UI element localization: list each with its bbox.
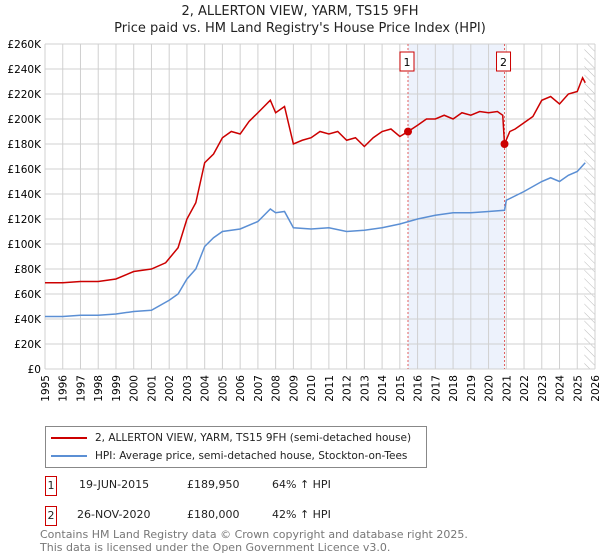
x-tick-label: 2024 [555, 375, 567, 402]
y-tick-label: £260K [7, 39, 42, 51]
legend: 2, ALLERTON VIEW, YARM, TS15 9FH (semi-d… [45, 426, 427, 468]
transaction-price: £180,000 [187, 508, 240, 521]
transaction-hpi: 64% ↑ HPI [272, 478, 331, 491]
sale-period-shading [408, 44, 505, 369]
y-tick-label: £120K [7, 214, 42, 226]
x-tick-label: 2020 [484, 375, 496, 402]
legend-label: 2, ALLERTON VIEW, YARM, TS15 9FH (semi-d… [95, 432, 412, 444]
x-tick-label: 2008 [271, 375, 283, 402]
annotation-label: 1 [404, 56, 411, 69]
marker-badge: 2 [45, 506, 57, 526]
legend-label: HPI: Average price, semi-detached house,… [95, 450, 408, 462]
annotation-box [399, 51, 415, 72]
y-tick-label: £240K [7, 64, 42, 76]
footer: Contains HM Land Registry data © Crown c… [40, 528, 468, 554]
x-tick-label: 2019 [466, 375, 478, 402]
y-tick-label: £200K [7, 114, 42, 126]
x-tick-label: 2023 [537, 375, 549, 402]
x-tick-label: 2004 [200, 375, 212, 402]
annotation-label: 2 [500, 56, 507, 69]
x-tick-label: 2017 [430, 375, 442, 402]
y-tick-label: £20K [14, 339, 42, 351]
y-tick-label: £0 [28, 364, 41, 376]
legend-item-hpi: HPI: Average price, semi-detached house,… [46, 448, 407, 464]
legend-swatch-red [51, 437, 87, 439]
series-line [45, 162, 586, 318]
legend-swatch-blue [51, 455, 87, 457]
forecast-hatching [584, 44, 595, 369]
y-tick-label: £40K [14, 314, 42, 326]
x-tick-label: 2000 [129, 375, 141, 402]
x-tick-label: 1999 [111, 375, 123, 402]
chart-subtitle: Price paid vs. HM Land Registry's House … [114, 21, 486, 36]
chart-title: 2, ALLERTON VIEW, YARM, TS15 9FH [181, 4, 419, 19]
y-tick-label: £160K [7, 164, 42, 176]
x-tick-label: 2002 [164, 375, 176, 402]
y-tick-label: £140K [7, 189, 42, 201]
sale-point [404, 127, 412, 136]
x-tick-label: 1996 [58, 375, 70, 402]
x-tick-label: 2022 [519, 375, 531, 402]
transaction-price: £189,950 [187, 478, 240, 491]
x-tick-label: 1995 [40, 375, 52, 402]
x-tick-label: 2014 [377, 375, 389, 402]
y-tick-label: £60K [14, 289, 42, 301]
x-tick-label: 2006 [235, 375, 247, 402]
x-tick-label: 2025 [572, 375, 584, 402]
x-tick-label: 2012 [342, 375, 354, 402]
x-tick-label: 2026 [590, 375, 600, 402]
x-tick-label: 1998 [93, 375, 105, 402]
annotation-box [496, 51, 512, 72]
x-tick-label: 2011 [324, 375, 336, 402]
marker-badge: 1 [45, 476, 57, 496]
x-tick-label: 2013 [359, 375, 371, 402]
y-tick-label: £180K [7, 139, 42, 151]
x-tick-label: 2018 [448, 375, 460, 402]
legend-item-property: 2, ALLERTON VIEW, YARM, TS15 9FH (semi-d… [46, 430, 411, 446]
x-tick-label: 2005 [217, 375, 229, 402]
x-tick-label: 2021 [501, 375, 513, 402]
footer-licence: This data is licensed under the Open Gov… [40, 541, 391, 554]
x-tick-label: 2016 [413, 375, 425, 402]
x-tick-label: 2009 [288, 375, 300, 402]
transaction-date: 26-NOV-2020 [77, 508, 151, 521]
transaction-date: 19-JUN-2015 [79, 478, 150, 491]
x-tick-label: 1997 [75, 375, 87, 402]
x-tick-label: 2001 [146, 375, 158, 402]
y-tick-label: £220K [7, 89, 42, 101]
y-tick-label: £80K [14, 264, 42, 276]
x-tick-label: 2010 [306, 375, 318, 402]
footer-copyright: Contains HM Land Registry data © Crown c… [40, 528, 468, 541]
y-tick-label: £100K [7, 239, 42, 251]
transaction-hpi: 42% ↑ HPI [272, 508, 331, 521]
x-tick-label: 2015 [395, 375, 407, 402]
price-chart: 1995 1996 1997 1998 1999 2000 2001 2002 2003 2004… [7, 39, 600, 402]
sale-point [500, 140, 509, 148]
x-tick-label: 2007 [253, 375, 265, 402]
x-tick-label: 2003 [182, 375, 194, 402]
series-line [45, 75, 586, 284]
